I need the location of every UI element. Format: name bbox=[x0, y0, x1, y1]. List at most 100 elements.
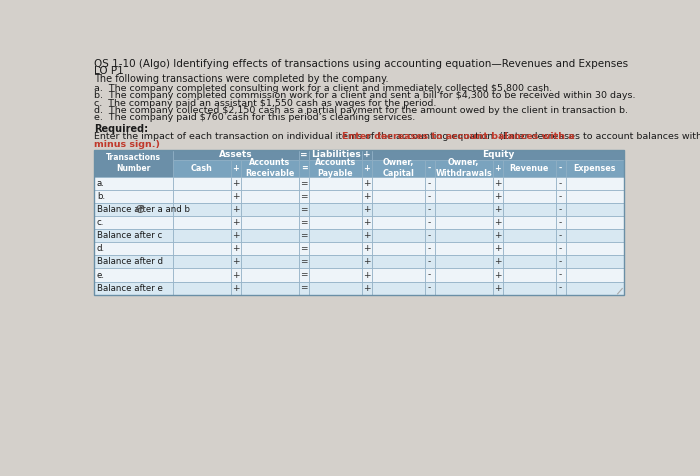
Bar bbox=[299, 203, 309, 216]
Bar bbox=[566, 268, 624, 282]
Bar bbox=[425, 216, 435, 229]
Bar bbox=[94, 190, 173, 203]
Bar bbox=[425, 256, 435, 268]
Text: -: - bbox=[559, 218, 562, 227]
Bar bbox=[372, 282, 425, 295]
Text: The following transactions were completed by the company.: The following transactions were complete… bbox=[94, 74, 389, 84]
Bar bbox=[556, 203, 566, 216]
Text: =: = bbox=[300, 258, 308, 267]
Text: =: = bbox=[300, 192, 308, 201]
Bar bbox=[173, 190, 231, 203]
Bar bbox=[493, 160, 503, 177]
Text: +: + bbox=[494, 179, 502, 188]
Text: -: - bbox=[428, 270, 431, 279]
Text: Equity: Equity bbox=[482, 150, 514, 159]
Text: +: + bbox=[494, 244, 502, 253]
Bar bbox=[231, 160, 241, 177]
Bar bbox=[493, 268, 503, 282]
Bar bbox=[299, 190, 309, 203]
Text: Accounts
Payable: Accounts Payable bbox=[315, 159, 356, 178]
Bar bbox=[362, 150, 372, 160]
Text: LO P1: LO P1 bbox=[94, 66, 123, 76]
Bar bbox=[173, 256, 231, 268]
Bar bbox=[503, 216, 556, 229]
Bar bbox=[556, 256, 566, 268]
Bar bbox=[556, 216, 566, 229]
Text: +: + bbox=[494, 192, 502, 201]
Bar bbox=[362, 268, 372, 282]
Bar bbox=[372, 150, 624, 160]
Bar bbox=[435, 160, 493, 177]
Text: +: + bbox=[494, 284, 502, 293]
Bar bbox=[556, 160, 566, 177]
Bar bbox=[372, 242, 425, 256]
Bar bbox=[435, 282, 493, 295]
Bar bbox=[299, 268, 309, 282]
Text: c.: c. bbox=[97, 218, 104, 227]
Text: +: + bbox=[363, 270, 370, 279]
Text: +: + bbox=[363, 192, 370, 201]
Bar bbox=[425, 160, 435, 177]
Bar bbox=[241, 190, 299, 203]
Text: +: + bbox=[232, 258, 239, 267]
Bar bbox=[503, 190, 556, 203]
Bar bbox=[173, 160, 231, 177]
Bar bbox=[556, 282, 566, 295]
Text: -: - bbox=[428, 179, 431, 188]
Text: +: + bbox=[232, 284, 239, 293]
Bar bbox=[372, 256, 425, 268]
Bar bbox=[503, 203, 556, 216]
Bar bbox=[241, 268, 299, 282]
Text: Revenue: Revenue bbox=[510, 164, 549, 173]
Bar bbox=[362, 229, 372, 242]
Text: +: + bbox=[232, 244, 239, 253]
Bar bbox=[566, 282, 624, 295]
Text: QS 1-10 (Algo) Identifying effects of transactions using accounting equation—Rev: QS 1-10 (Algo) Identifying effects of tr… bbox=[94, 59, 628, 69]
Text: +: + bbox=[363, 284, 370, 293]
Text: ⊕: ⊕ bbox=[135, 203, 146, 216]
Bar bbox=[231, 216, 241, 229]
Bar bbox=[299, 150, 309, 160]
Text: Owner,
Withdrawals: Owner, Withdrawals bbox=[435, 159, 492, 178]
Bar bbox=[372, 203, 425, 216]
Bar bbox=[493, 190, 503, 203]
Bar bbox=[503, 282, 556, 295]
Text: =: = bbox=[300, 284, 308, 293]
Bar bbox=[309, 242, 362, 256]
Bar bbox=[299, 282, 309, 295]
Bar bbox=[231, 177, 241, 190]
Text: +: + bbox=[363, 150, 371, 159]
Text: d.: d. bbox=[97, 244, 105, 253]
Bar bbox=[362, 256, 372, 268]
Text: Expenses: Expenses bbox=[573, 164, 616, 173]
Bar bbox=[493, 177, 503, 190]
Bar bbox=[241, 282, 299, 295]
Bar bbox=[231, 282, 241, 295]
Bar bbox=[94, 203, 173, 216]
Text: +: + bbox=[363, 244, 370, 253]
Bar bbox=[94, 229, 173, 242]
Bar bbox=[299, 256, 309, 268]
Text: Balance after c: Balance after c bbox=[97, 231, 162, 240]
Bar bbox=[556, 229, 566, 242]
Bar bbox=[231, 190, 241, 203]
Text: e.  The company paid $760 cash for this period’s cleaning services.: e. The company paid $760 cash for this p… bbox=[94, 113, 415, 122]
Bar bbox=[435, 216, 493, 229]
Text: -: - bbox=[559, 258, 562, 267]
Bar bbox=[372, 190, 425, 203]
Text: Transactions
Number: Transactions Number bbox=[106, 153, 161, 173]
Bar bbox=[435, 256, 493, 268]
Bar bbox=[94, 150, 624, 295]
Bar bbox=[503, 256, 556, 268]
Bar bbox=[231, 229, 241, 242]
Text: +: + bbox=[494, 258, 502, 267]
Bar bbox=[299, 216, 309, 229]
Bar bbox=[566, 160, 624, 177]
Bar bbox=[362, 242, 372, 256]
Bar bbox=[299, 229, 309, 242]
Bar bbox=[173, 216, 231, 229]
Bar bbox=[566, 203, 624, 216]
Bar bbox=[566, 216, 624, 229]
Text: c.  The company paid an assistant $1,550 cash as wages for the period.: c. The company paid an assistant $1,550 … bbox=[94, 99, 436, 108]
Text: +: + bbox=[363, 231, 370, 240]
